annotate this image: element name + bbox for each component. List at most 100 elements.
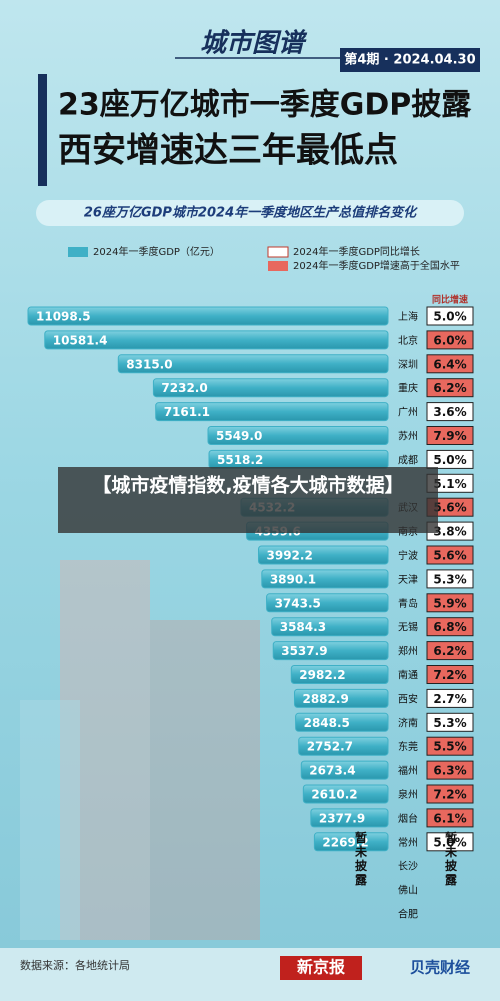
bar (152, 378, 389, 398)
value-label: 3537.9 (281, 644, 327, 658)
value-label: 3743.5 (275, 596, 321, 610)
value-label: 10581.4 (53, 333, 108, 347)
value-label: 3584.3 (280, 620, 326, 634)
value-label: 2882.9 (302, 692, 348, 706)
bar (302, 784, 389, 804)
city-label: 郑州 (398, 645, 418, 658)
growth-box (426, 354, 474, 374)
bar (298, 736, 389, 756)
source: 数据来源：各地统计局 (20, 958, 130, 972)
growth-label: 5.0% (433, 310, 466, 324)
value-label: 2610.2 (311, 788, 357, 802)
legend: 2024年一季度GDP（亿元） 2024年一季度GDP同比增长2024年一季度GD… (68, 245, 460, 272)
headline: 西安增速达三年最低点 (58, 131, 398, 171)
brand-badge (280, 956, 362, 980)
city-label: 长沙 (398, 861, 418, 873)
city-label: 泉州 (398, 788, 418, 801)
city-label: 北京 (398, 334, 418, 347)
value-label: 3992.2 (267, 549, 313, 563)
growth-label: 5.0% (433, 835, 466, 849)
issue: 第4期 · 2024.04.30 (344, 52, 475, 68)
growth-box (426, 808, 474, 828)
series-title: 城市图谱 (200, 29, 308, 59)
growth-box (426, 449, 474, 469)
city-label: 福州 (398, 764, 418, 777)
growth-label: 5.5% (433, 740, 466, 754)
growth-label: 7.9% (433, 429, 466, 443)
value-label: 8315.0 (126, 357, 172, 371)
growth-box (426, 688, 474, 708)
headline: 23座万亿城市一季度GDP披露 (58, 88, 472, 123)
growth-label: 5.6% (433, 549, 466, 563)
growth-label: 5.0% (433, 453, 466, 467)
overlay-box (58, 467, 438, 533)
growth-box (426, 736, 474, 756)
legend-label: 2024年一季度GDP增速高于全国水平 (293, 259, 460, 272)
growth-label: 5.3% (433, 716, 466, 730)
growth-box (426, 784, 474, 804)
legend-swatch (267, 246, 289, 258)
growth-box (426, 545, 474, 565)
growth-label: 6.8% (433, 620, 466, 634)
value-label: 3890.1 (270, 572, 316, 586)
city-label: 上海 (398, 310, 418, 323)
legend-swatch (268, 261, 288, 271)
growth-box (426, 617, 474, 637)
growth-box (426, 641, 474, 661)
brand: 贝壳财经 (410, 959, 470, 977)
legend-label: 2024年一季度GDP同比增长 (293, 245, 420, 258)
building (150, 620, 260, 940)
growth-label: 3.6% (433, 405, 466, 419)
city-label: 成都 (398, 454, 418, 466)
bar (293, 688, 389, 708)
rows: 11098.5 上海 5.0% 10581.4 北京 6.0% 8315.0 深圳 6.4% 72… (27, 306, 474, 921)
legend-swatch (68, 247, 88, 257)
issue-badge (340, 48, 480, 72)
bar (313, 832, 389, 852)
value-label: 2848.5 (304, 716, 350, 730)
city-label: 济南 (398, 716, 418, 729)
growth-label: 6.2% (433, 381, 466, 395)
growth-box (426, 569, 474, 589)
bar (117, 354, 389, 374)
city-label: 佛山 (398, 884, 418, 897)
city-label: 无锡 (398, 621, 418, 634)
value-label: 2752.7 (307, 740, 353, 754)
growth-label: 7.2% (433, 788, 466, 802)
growth-label: 6.0% (433, 333, 466, 347)
value-label: 7232.0 (161, 381, 207, 395)
value-label: 7161.1 (164, 405, 210, 419)
bar (155, 402, 389, 422)
city-label: 苏州 (398, 430, 418, 443)
overlay-text: 【城市疫情指数,疫情各大城市数据】 (92, 474, 403, 497)
bar (266, 593, 389, 613)
bar (272, 641, 389, 661)
city-label: 合肥 (398, 908, 418, 921)
footer-bg (0, 948, 500, 1001)
value-label: 2673.4 (309, 764, 355, 778)
growth-box (426, 593, 474, 613)
city-label: 天津 (398, 574, 418, 586)
growth-header: 同比增速 (432, 294, 468, 306)
growth-box (426, 760, 474, 780)
brand: 新京报 (297, 958, 345, 977)
city-label: 青岛 (398, 597, 418, 610)
legend-label: 2024年一季度GDP（亿元） (93, 245, 220, 258)
city-label: 广州 (398, 407, 418, 419)
city-label: 深圳 (398, 359, 418, 371)
growth-box (426, 306, 474, 326)
growth-label: 6.4% (433, 357, 466, 371)
growth-box (426, 402, 474, 422)
undisclosed-label: 暂未披露 (444, 830, 458, 887)
bar (44, 330, 389, 350)
growth-label: 6.2% (433, 644, 466, 658)
growth-box (426, 665, 474, 684)
growth-box (426, 378, 474, 398)
city-label: 宁波 (398, 549, 418, 562)
growth-label: 7.2% (433, 668, 466, 682)
growth-label: 5.1% (433, 477, 466, 491)
building (20, 700, 80, 940)
value-label: 11098.5 (36, 310, 91, 324)
